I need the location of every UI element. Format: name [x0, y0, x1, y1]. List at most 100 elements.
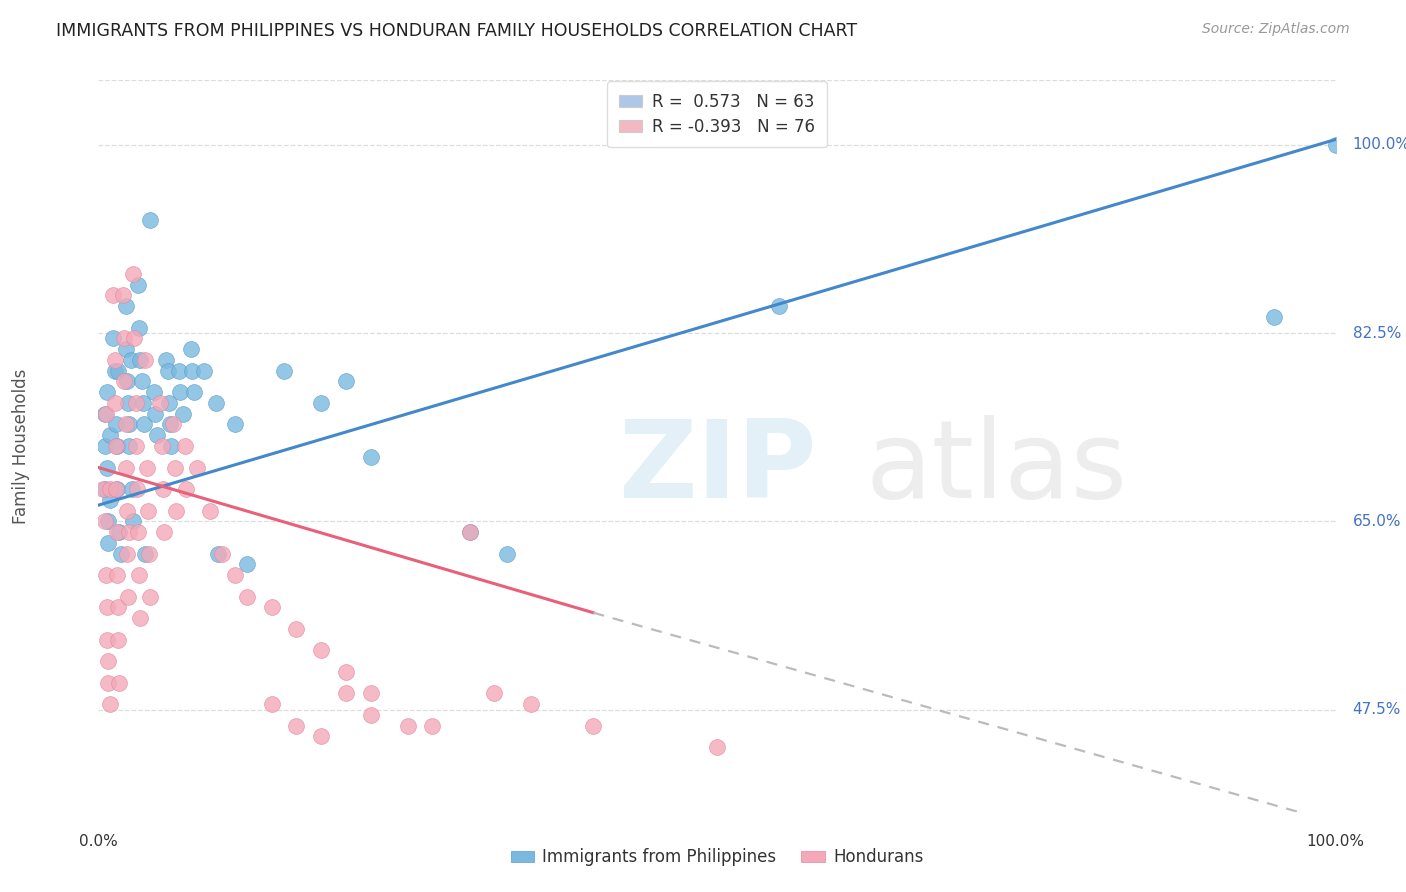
- Point: [181, 364, 204, 378]
- Point: [422, 719, 444, 733]
- Point: [582, 719, 605, 733]
- Point: [112, 331, 135, 345]
- Text: Family Households: Family Households: [13, 368, 30, 524]
- Point: [107, 600, 129, 615]
- Point: [93, 439, 115, 453]
- Point: [706, 740, 728, 755]
- Point: [165, 460, 187, 475]
- Point: [121, 482, 143, 496]
- Point: [104, 439, 127, 453]
- Point: [152, 482, 174, 496]
- Point: [98, 492, 121, 507]
- Point: [134, 353, 156, 368]
- Point: [153, 524, 176, 539]
- Point: [495, 547, 517, 561]
- Point: [105, 524, 128, 539]
- Point: [484, 686, 506, 700]
- Point: [107, 632, 129, 647]
- Point: [104, 417, 127, 432]
- Point: [98, 428, 121, 442]
- Point: [236, 558, 259, 572]
- Point: [129, 611, 152, 625]
- Point: [360, 707, 382, 722]
- Point: [260, 697, 283, 711]
- Text: atlas: atlas: [866, 415, 1128, 521]
- Point: [127, 524, 149, 539]
- Point: [110, 547, 132, 561]
- Point: [98, 482, 121, 496]
- Point: [127, 277, 149, 292]
- Point: [97, 536, 120, 550]
- Point: [125, 482, 148, 496]
- Point: [124, 439, 146, 453]
- Point: [104, 482, 127, 496]
- Point: [205, 396, 228, 410]
- Point: [309, 730, 332, 744]
- Point: [172, 407, 194, 421]
- Point: [122, 514, 145, 528]
- Point: [112, 375, 135, 389]
- Point: [108, 524, 131, 539]
- Point: [236, 590, 259, 604]
- Text: 82.5%: 82.5%: [1353, 326, 1400, 341]
- Point: [94, 568, 117, 582]
- Point: [120, 353, 142, 368]
- Point: [96, 632, 118, 647]
- Point: [94, 407, 117, 421]
- Point: [335, 686, 357, 700]
- Point: [114, 342, 136, 356]
- Point: [1263, 310, 1285, 324]
- Point: [96, 460, 118, 475]
- Point: [162, 417, 184, 432]
- Point: [107, 364, 129, 378]
- Point: [273, 364, 295, 378]
- Point: [97, 675, 120, 690]
- Point: [183, 385, 205, 400]
- Point: [118, 439, 141, 453]
- Point: [132, 396, 155, 410]
- Point: [165, 503, 187, 517]
- Point: [105, 439, 128, 453]
- Point: [117, 590, 139, 604]
- Point: [103, 288, 125, 302]
- Point: [118, 524, 141, 539]
- Point: [224, 568, 246, 582]
- Point: [103, 396, 125, 410]
- Point: [145, 428, 167, 442]
- Point: [211, 547, 233, 561]
- Point: [335, 665, 357, 679]
- Point: [93, 482, 115, 496]
- Point: [128, 568, 150, 582]
- Point: [285, 622, 308, 636]
- Point: [149, 396, 172, 410]
- Point: [124, 331, 146, 345]
- Point: [157, 396, 180, 410]
- Point: [129, 353, 152, 368]
- Text: 0.0%: 0.0%: [79, 834, 118, 849]
- Point: [93, 514, 115, 528]
- Point: [260, 600, 283, 615]
- Text: 65.0%: 65.0%: [1353, 514, 1400, 529]
- Point: [520, 697, 543, 711]
- Point: [198, 503, 221, 517]
- Point: [285, 719, 308, 733]
- Text: IMMIGRANTS FROM PHILIPPINES VS HONDURAN FAMILY HOUSEHOLDS CORRELATION CHART: IMMIGRANTS FROM PHILIPPINES VS HONDURAN …: [56, 22, 858, 40]
- Point: [186, 460, 208, 475]
- Text: 100.0%: 100.0%: [1353, 137, 1406, 153]
- Point: [115, 503, 138, 517]
- Point: [143, 385, 166, 400]
- Point: [169, 385, 191, 400]
- Point: [309, 396, 332, 410]
- Point: [96, 385, 118, 400]
- Text: 47.5%: 47.5%: [1353, 702, 1400, 717]
- Point: [131, 375, 153, 389]
- Point: [128, 320, 150, 334]
- Point: [108, 675, 131, 690]
- Point: [309, 643, 332, 657]
- Point: [138, 547, 160, 561]
- Point: [115, 375, 138, 389]
- Point: [93, 407, 115, 421]
- Point: [396, 719, 419, 733]
- Point: [139, 590, 162, 604]
- Point: [174, 439, 197, 453]
